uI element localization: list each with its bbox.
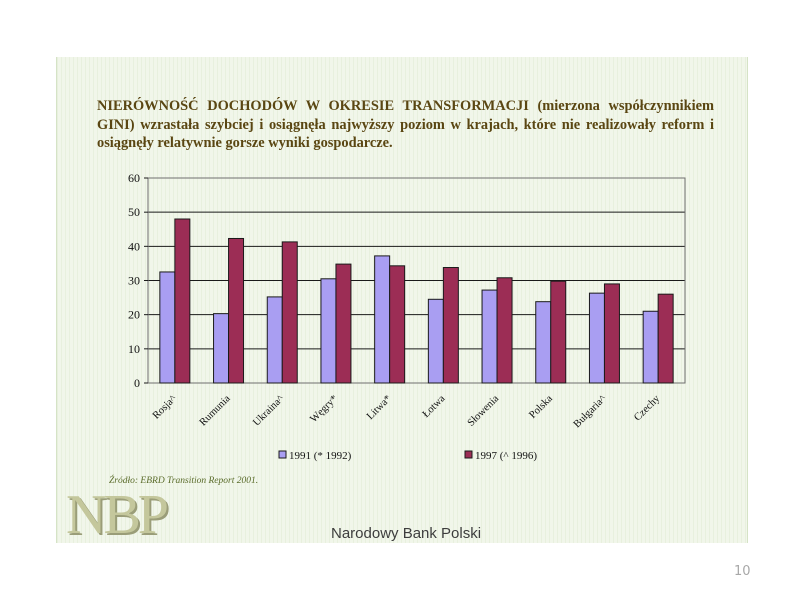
legend-swatch-series1 [278, 450, 287, 459]
bar-series2 [335, 263, 352, 384]
slide-heading: NIERÓWNOŚĆ DOCHODÓW W OKRESIE TRANSFORMA… [97, 98, 714, 151]
legend-label-series1: 1991 (* 1992) [289, 450, 352, 462]
x-tick-label: Węgry* [308, 393, 340, 425]
y-tick-label: 20 [128, 308, 140, 322]
x-tick-label: Litwa* [365, 393, 394, 422]
bar-series2 [389, 265, 406, 384]
bar-series2 [442, 267, 459, 384]
bar-series2 [603, 283, 620, 384]
legend-label-series2: 1997 (^ 1996) [475, 450, 537, 462]
x-tick-label: Rumunia [198, 393, 233, 428]
bar-series2 [550, 280, 567, 384]
bar-series2 [281, 241, 298, 384]
bar-series2 [228, 237, 245, 384]
x-axis-labels: Rosja^ Rumunia Ukraina^ Węgry* Litwa* Łotwa Sł… [151, 393, 663, 430]
bar-series1 [213, 313, 230, 384]
y-tick-label: 50 [128, 205, 140, 219]
bar-series2 [496, 277, 513, 384]
bars [159, 218, 674, 384]
x-tick-label: Bułgaria^ [572, 393, 609, 430]
y-tick-label: 10 [128, 342, 140, 356]
y-tick-label: 40 [128, 239, 140, 253]
bank-name: Narodowy Bank Polski [331, 525, 482, 542]
bar-series1 [642, 310, 659, 384]
bar-series2 [657, 293, 674, 384]
legend-swatch-series2 [464, 450, 473, 459]
page-number: 10 [734, 564, 751, 579]
bar-series1 [159, 271, 176, 384]
bar-series1 [374, 255, 391, 384]
legend: 1991 (* 1992) 1997 (^ 1996) [278, 450, 537, 462]
bar-series1 [481, 289, 498, 384]
y-axis-ticks: 0 10 20 30 40 50 60 [128, 171, 148, 390]
source-note: Źródło: EBRD Transition Report 2001. [109, 476, 259, 486]
y-tick-label: 30 [128, 274, 140, 288]
x-tick-label: Ukraina^ [251, 393, 286, 428]
x-tick-label: Rosja^ [151, 393, 179, 421]
bar-series1 [320, 278, 337, 384]
x-tick-label: Polska [527, 393, 555, 421]
y-tick-label: 60 [128, 171, 140, 185]
x-tick-label: Łotwa [421, 393, 448, 420]
bar-series2 [174, 218, 191, 384]
nbp-logo: NBP [66, 484, 169, 546]
y-tick-label: 0 [134, 376, 140, 390]
x-tick-label: Słowenia [466, 393, 502, 429]
bar-series1 [535, 301, 552, 384]
bar-series1 [427, 298, 444, 384]
bar-series1 [266, 296, 283, 384]
x-tick-label: Czechy [632, 393, 663, 424]
bar-series1 [588, 292, 605, 384]
